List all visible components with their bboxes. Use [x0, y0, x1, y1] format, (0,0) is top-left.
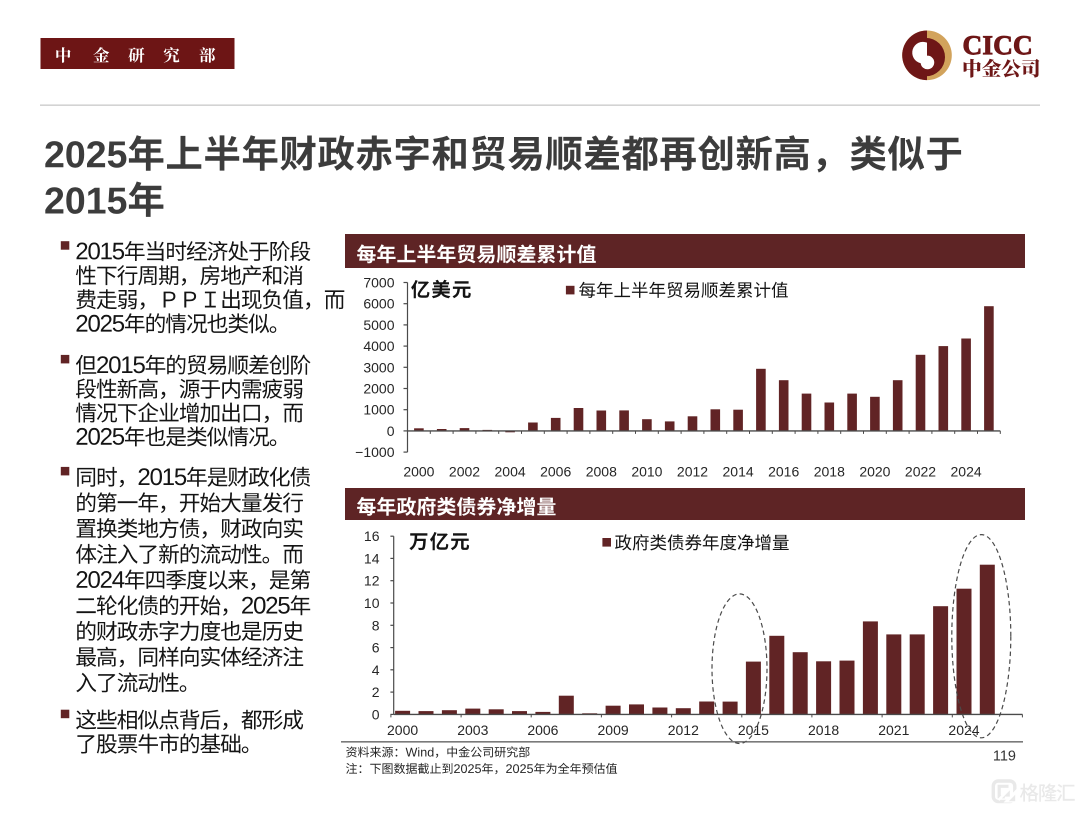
svg-text:5000: 5000 — [363, 317, 394, 333]
svg-text:4: 4 — [372, 662, 380, 678]
svg-text:2000: 2000 — [363, 381, 394, 397]
svg-text:2000: 2000 — [387, 722, 418, 738]
svg-text:2002: 2002 — [449, 464, 480, 480]
svg-text:12: 12 — [364, 573, 380, 589]
svg-text:14: 14 — [364, 550, 380, 566]
svg-text:7000: 7000 — [363, 275, 394, 291]
svg-text:2020: 2020 — [859, 464, 890, 480]
svg-text:2024: 2024 — [948, 722, 979, 738]
svg-text:2008: 2008 — [586, 464, 617, 480]
svg-text:2016: 2016 — [768, 464, 799, 480]
svg-text:0: 0 — [372, 706, 380, 722]
svg-text:2022: 2022 — [905, 464, 936, 480]
svg-text:2024: 2024 — [951, 464, 982, 480]
svg-text:8: 8 — [372, 617, 380, 633]
svg-text:2: 2 — [372, 684, 380, 700]
svg-text:1000: 1000 — [363, 402, 394, 418]
svg-text:2015: 2015 — [738, 722, 769, 738]
svg-text:−1000: −1000 — [355, 444, 395, 460]
svg-text:2006: 2006 — [527, 722, 558, 738]
svg-text:2018: 2018 — [814, 464, 845, 480]
svg-text:6: 6 — [372, 640, 380, 656]
svg-text:2021: 2021 — [878, 722, 909, 738]
svg-text:16: 16 — [364, 528, 380, 544]
svg-text:2004: 2004 — [495, 464, 526, 480]
svg-text:2000: 2000 — [403, 464, 434, 480]
svg-text:0: 0 — [387, 423, 395, 439]
svg-text:2018: 2018 — [808, 722, 839, 738]
svg-text:6000: 6000 — [363, 296, 394, 312]
svg-text:119: 119 — [993, 749, 1016, 765]
svg-text:2006: 2006 — [540, 464, 571, 480]
svg-text:3000: 3000 — [363, 359, 394, 375]
svg-text:2012: 2012 — [668, 722, 699, 738]
svg-text:2012: 2012 — [677, 464, 708, 480]
svg-text:2009: 2009 — [598, 722, 629, 738]
svg-text:2014: 2014 — [723, 464, 754, 480]
svg-text:4000: 4000 — [363, 338, 394, 354]
svg-text:10: 10 — [364, 595, 380, 611]
svg-text:2003: 2003 — [457, 722, 488, 738]
svg-text:2010: 2010 — [631, 464, 662, 480]
